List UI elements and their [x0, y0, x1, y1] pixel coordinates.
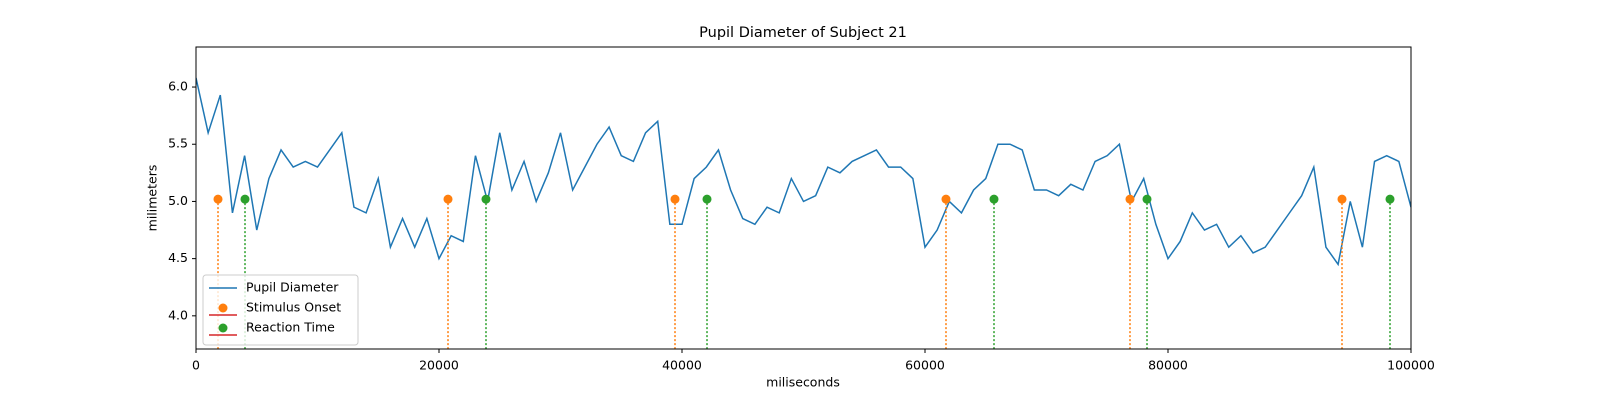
x-axis-label: miliseconds — [766, 375, 840, 390]
x-tick-label: 40000 — [662, 358, 702, 373]
chart-title: Pupil Diameter of Subject 21 — [699, 25, 907, 41]
legend-marker — [218, 323, 228, 333]
legend-label: Pupil Diameter — [246, 280, 339, 295]
y-axis-label: milimeters — [145, 165, 160, 232]
x-tick-label: 0 — [192, 358, 200, 373]
stem-marker — [1142, 194, 1152, 204]
stem-marker — [670, 194, 680, 204]
legend-marker — [218, 303, 228, 313]
y-tick-label: 5.0 — [168, 193, 188, 208]
y-tick-label: 5.5 — [168, 136, 188, 151]
stem-marker — [1337, 194, 1347, 204]
y-tick-label: 4.0 — [168, 307, 188, 322]
stem-marker — [1125, 194, 1135, 204]
y-tick-label: 4.5 — [168, 250, 188, 265]
x-tick-label: 80000 — [1148, 358, 1188, 373]
stem-marker — [443, 194, 453, 204]
data-line — [196, 77, 1411, 267]
stem-marker — [213, 194, 223, 204]
stem-marker — [702, 194, 712, 204]
axes-frame — [195, 46, 1412, 350]
plot-area — [196, 77, 1411, 349]
x-tick-label: 100000 — [1387, 358, 1435, 373]
stem-marker — [941, 194, 951, 204]
stem-marker — [989, 194, 999, 204]
x-tick-label: 60000 — [905, 358, 945, 373]
x-tick-label: 20000 — [419, 358, 459, 373]
y-tick-label: 6.0 — [168, 79, 188, 94]
legend-label: Stimulus Onset — [246, 300, 341, 315]
legend-box — [202, 274, 359, 346]
stem-marker — [240, 194, 250, 204]
stem-marker — [1385, 194, 1395, 204]
stem-marker — [481, 194, 491, 204]
legend-label: Reaction Time — [246, 320, 335, 335]
